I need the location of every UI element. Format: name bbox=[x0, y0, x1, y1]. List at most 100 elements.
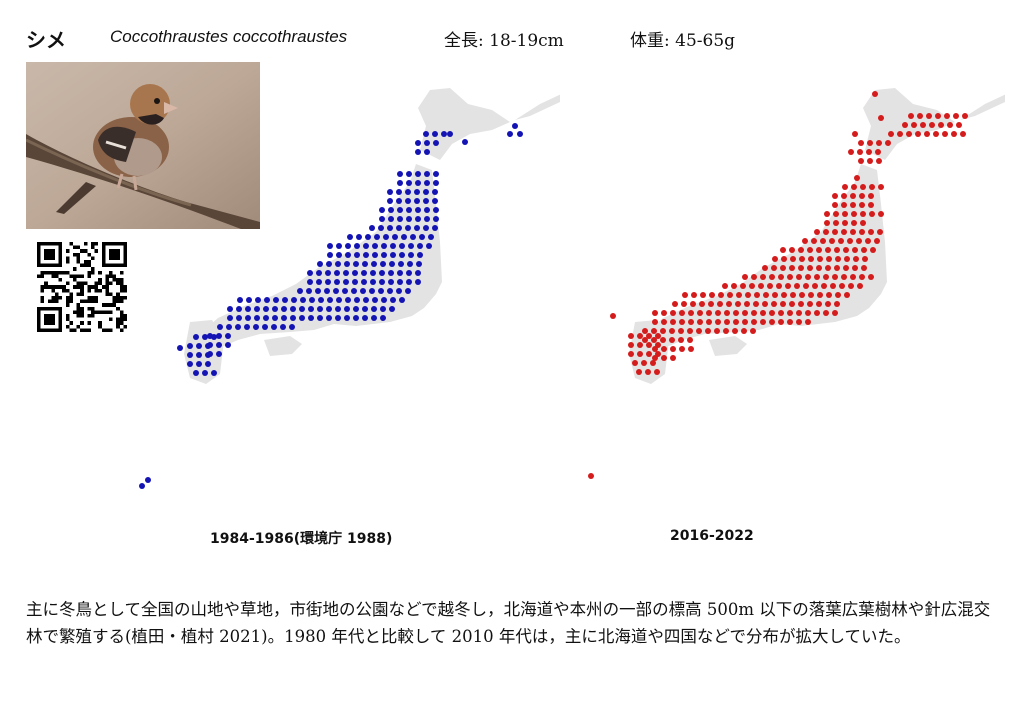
survey-dot bbox=[326, 315, 332, 321]
survey-dot bbox=[365, 234, 371, 240]
survey-dot bbox=[216, 333, 222, 339]
survey-dot bbox=[679, 310, 685, 316]
survey-dot bbox=[225, 333, 231, 339]
survey-dot bbox=[951, 131, 957, 137]
survey-dot bbox=[433, 180, 439, 186]
survey-dot bbox=[760, 274, 766, 280]
survey-dot bbox=[796, 274, 802, 280]
survey-dot bbox=[334, 270, 340, 276]
survey-dot bbox=[780, 301, 786, 307]
japan-landmass bbox=[629, 88, 1005, 384]
survey-dot bbox=[789, 247, 795, 253]
survey-dot bbox=[723, 328, 729, 334]
survey-dot bbox=[906, 131, 912, 137]
survey-dot bbox=[381, 297, 387, 303]
survey-dot bbox=[381, 243, 387, 249]
survey-dot bbox=[225, 342, 231, 348]
survey-dot bbox=[414, 225, 420, 231]
survey-dot bbox=[397, 171, 403, 177]
survey-dot bbox=[281, 306, 287, 312]
survey-dot bbox=[947, 122, 953, 128]
survey-dot bbox=[714, 328, 720, 334]
survey-dot bbox=[315, 288, 321, 294]
survey-dot bbox=[415, 140, 421, 146]
survey-dot bbox=[326, 261, 332, 267]
survey-dot bbox=[776, 283, 782, 289]
survey-dot bbox=[424, 207, 430, 213]
survey-dot bbox=[785, 283, 791, 289]
survey-dot bbox=[415, 207, 421, 213]
survey-dot bbox=[807, 247, 813, 253]
survey-dot bbox=[356, 234, 362, 240]
survey-dot bbox=[872, 91, 878, 97]
species-description: 主に冬鳥として全国の山地や草地，市街地の公園などで越冬し，北海道や本州の一部の標… bbox=[26, 600, 991, 646]
survey-dot bbox=[432, 225, 438, 231]
survey-dot bbox=[709, 292, 715, 298]
survey-dot bbox=[859, 193, 865, 199]
survey-dot bbox=[345, 252, 351, 258]
survey-dot bbox=[841, 193, 847, 199]
bird-photo bbox=[26, 62, 260, 229]
survey-dot bbox=[789, 301, 795, 307]
survey-dot bbox=[661, 355, 667, 361]
survey-dot bbox=[272, 315, 278, 321]
survey-dot bbox=[875, 149, 881, 155]
survey-dot bbox=[660, 328, 666, 334]
survey-dot bbox=[839, 283, 845, 289]
survey-dot bbox=[317, 315, 323, 321]
survey-dot bbox=[678, 328, 684, 334]
survey-dot bbox=[336, 252, 342, 258]
survey-dot bbox=[781, 256, 787, 262]
survey-dot bbox=[868, 229, 874, 235]
survey-dot bbox=[254, 315, 260, 321]
survey-dot bbox=[868, 193, 874, 199]
survey-dot bbox=[588, 473, 594, 479]
survey-dot bbox=[751, 274, 757, 280]
survey-dot bbox=[867, 158, 873, 164]
survey-dot bbox=[829, 238, 835, 244]
species-name-scientific: Coccothraustes coccothraustes bbox=[110, 27, 348, 46]
survey-dot bbox=[832, 202, 838, 208]
survey-dot bbox=[823, 274, 829, 280]
survey-dot bbox=[726, 301, 732, 307]
survey-dot bbox=[681, 301, 687, 307]
survey-dot bbox=[799, 292, 805, 298]
survey-dot bbox=[787, 319, 793, 325]
survey-dot bbox=[655, 342, 661, 348]
survey-dot bbox=[808, 292, 814, 298]
survey-dot bbox=[362, 261, 368, 267]
survey-dot bbox=[834, 247, 840, 253]
survey-dot bbox=[369, 225, 375, 231]
survey-dot bbox=[878, 211, 884, 217]
survey-dot bbox=[832, 229, 838, 235]
qr-code[interactable] bbox=[37, 242, 127, 332]
survey-dot bbox=[735, 301, 741, 307]
survey-dot bbox=[424, 171, 430, 177]
survey-dot bbox=[226, 324, 232, 330]
survey-dot bbox=[316, 279, 322, 285]
survey-dot bbox=[389, 306, 395, 312]
survey-dot bbox=[628, 333, 634, 339]
survey-dot bbox=[324, 288, 330, 294]
survey-dot bbox=[405, 198, 411, 204]
survey-dot bbox=[433, 140, 439, 146]
survey-dot bbox=[767, 283, 773, 289]
survey-dot bbox=[646, 342, 652, 348]
survey-dot bbox=[824, 211, 830, 217]
survey-dot bbox=[271, 324, 277, 330]
survey-dot bbox=[433, 216, 439, 222]
survey-dot bbox=[334, 279, 340, 285]
survey-dot bbox=[865, 238, 871, 244]
survey-dot bbox=[363, 243, 369, 249]
survey-dot bbox=[372, 297, 378, 303]
survey-dot bbox=[687, 337, 693, 343]
survey-dot bbox=[860, 220, 866, 226]
survey-dot bbox=[825, 247, 831, 253]
survey-dot bbox=[817, 256, 823, 262]
survey-dot bbox=[372, 243, 378, 249]
survey-dot bbox=[670, 319, 676, 325]
survey-dot bbox=[778, 310, 784, 316]
survey-dot bbox=[361, 279, 367, 285]
survey-dot bbox=[878, 184, 884, 190]
survey-dot bbox=[462, 139, 468, 145]
